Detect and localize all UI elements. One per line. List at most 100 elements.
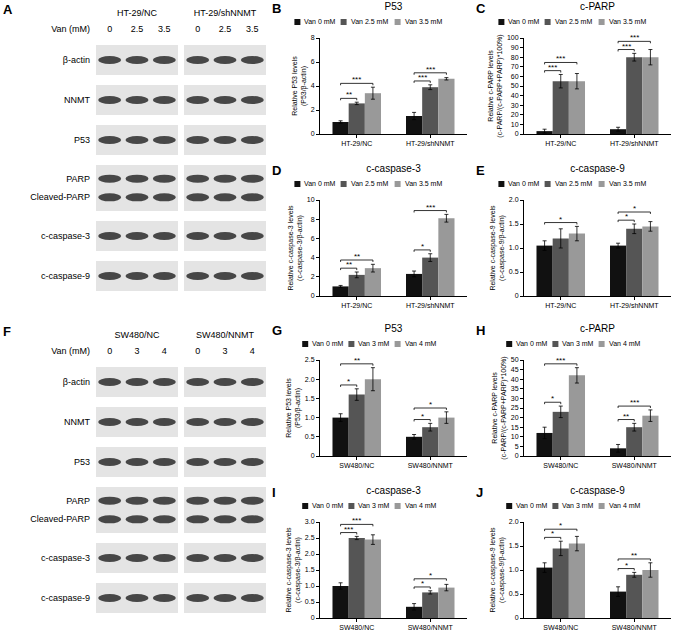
svg-text:2: 2: [311, 273, 315, 280]
svg-text:0: 0: [515, 130, 519, 137]
svg-text:*: *: [559, 215, 562, 224]
svg-text:F: F: [3, 324, 11, 339]
svg-text:10: 10: [511, 121, 519, 128]
svg-text:c-caspase-3: c-caspase-3: [366, 163, 421, 174]
svg-text:β-actin: β-actin: [63, 377, 90, 387]
svg-text:70: 70: [511, 63, 519, 70]
svg-text:Van 2.5 mM: Van 2.5 mM: [555, 180, 592, 187]
svg-text:Relative c-PARP levels(c-PARP/: Relative c-PARP levels(c-PARP/(c-PARP+PA…: [487, 34, 504, 137]
svg-text:*: *: [551, 394, 554, 403]
svg-text:SW480/NC: SW480/NC: [543, 462, 578, 469]
svg-text:5: 5: [515, 443, 519, 450]
svg-text:2.0: 2.0: [305, 376, 315, 383]
svg-text:Relative c-caspase-3 levels(c-: Relative c-caspase-3 levels(c-caspase-3/…: [285, 527, 302, 613]
svg-text:SW480/NNMT: SW480/NNMT: [612, 624, 658, 631]
svg-text:*: *: [551, 529, 554, 538]
svg-text:***: ***: [548, 63, 557, 72]
svg-text:Van 3 mM: Van 3 mM: [358, 502, 390, 509]
svg-text:**: **: [354, 252, 360, 261]
svg-text:0: 0: [515, 614, 519, 621]
svg-text:2.5: 2.5: [305, 356, 315, 363]
svg-text:Van 3.5 mM: Van 3.5 mM: [609, 18, 646, 25]
svg-text:0: 0: [107, 346, 112, 356]
svg-text:HT-29/shNNMT: HT-29/shNNMT: [194, 8, 257, 18]
svg-text:SW480/NC: SW480/NC: [339, 462, 374, 469]
svg-text:100: 100: [507, 34, 519, 41]
svg-text:Relative c-PARP levels(c-PARP/: Relative c-PARP levels(c-PARP/(c-PARP+PA…: [491, 356, 508, 459]
svg-text:3.0: 3.0: [305, 518, 315, 525]
svg-text:*: *: [347, 377, 350, 386]
svg-text:3.5: 3.5: [158, 24, 171, 34]
svg-text:P53: P53: [74, 135, 90, 145]
svg-text:SW480/NC: SW480/NC: [114, 330, 160, 340]
svg-text:***: ***: [622, 42, 631, 51]
svg-text:1.0: 1.0: [305, 582, 315, 589]
svg-text:NNMT: NNMT: [64, 95, 90, 105]
svg-text:***: ***: [630, 398, 639, 407]
svg-text:1.0: 1.0: [509, 566, 519, 573]
svg-text:HT-29/shNNMT: HT-29/shNNMT: [406, 140, 455, 147]
svg-text:SW480/NC: SW480/NC: [339, 624, 374, 631]
svg-text:Van 0 mM: Van 0 mM: [516, 340, 548, 347]
svg-text:40: 40: [511, 92, 519, 99]
svg-text:c-caspase-9: c-caspase-9: [41, 271, 90, 281]
svg-text:HT-29/NC: HT-29/NC: [545, 302, 576, 309]
svg-text:1.0: 1.0: [509, 244, 519, 251]
svg-text:1.5: 1.5: [509, 542, 519, 549]
svg-text:0.5: 0.5: [305, 598, 315, 605]
svg-text:2.0: 2.0: [509, 196, 519, 203]
svg-text:10: 10: [307, 196, 315, 203]
svg-text:Van 3 mM: Van 3 mM: [358, 340, 390, 347]
svg-text:β-actin: β-actin: [63, 55, 90, 65]
svg-text:90: 90: [511, 44, 519, 51]
svg-text:c-PARP: c-PARP: [580, 323, 615, 334]
svg-text:Van 0 mM: Van 0 mM: [304, 180, 336, 187]
svg-text:3.5: 3.5: [246, 24, 259, 34]
svg-text:P53: P53: [385, 1, 403, 12]
svg-text:4: 4: [162, 346, 167, 356]
svg-text:30: 30: [511, 395, 519, 402]
svg-text:0: 0: [515, 292, 519, 299]
svg-text:NNMT: NNMT: [64, 417, 90, 427]
svg-text:3: 3: [222, 346, 227, 356]
svg-text:***: ***: [426, 203, 435, 212]
svg-text:Relative P53 levels(P53/β-acti: Relative P53 levels(P53/β-actin): [291, 56, 308, 116]
svg-text:2.0: 2.0: [509, 518, 519, 525]
svg-text:2: 2: [311, 106, 315, 113]
svg-text:8: 8: [311, 216, 315, 223]
svg-text:c-caspase-9: c-caspase-9: [570, 163, 625, 174]
svg-text:8: 8: [311, 34, 315, 41]
svg-text:HT-29/NC: HT-29/NC: [117, 8, 158, 18]
svg-text:0: 0: [195, 346, 200, 356]
svg-text:HT-29/shNNMT: HT-29/shNNMT: [610, 140, 659, 147]
svg-text:*: *: [421, 579, 424, 588]
svg-text:2.5: 2.5: [305, 534, 315, 541]
svg-text:*: *: [633, 204, 636, 213]
svg-text:Van 4 mM: Van 4 mM: [609, 340, 641, 347]
svg-text:Relative c-caspase-9 levels(c-: Relative c-caspase-9 levels(c-caspase-9/…: [489, 527, 506, 613]
svg-text:*: *: [625, 561, 628, 570]
svg-text:Van 4 mM: Van 4 mM: [405, 502, 437, 509]
svg-text:4: 4: [250, 346, 255, 356]
svg-text:Van 3 mM: Van 3 mM: [562, 340, 594, 347]
svg-text:c-caspase-3: c-caspase-3: [366, 485, 421, 496]
svg-text:SW480/NNMT: SW480/NNMT: [612, 462, 658, 469]
svg-text:SW480/NNMT: SW480/NNMT: [196, 330, 255, 340]
svg-text:Van 2.5 mM: Van 2.5 mM: [555, 18, 592, 25]
svg-text:50: 50: [511, 356, 519, 363]
svg-text:0.5: 0.5: [509, 268, 519, 275]
svg-text:**: **: [354, 356, 360, 365]
svg-text:c-caspase-3: c-caspase-3: [41, 231, 90, 241]
svg-text:35: 35: [511, 385, 519, 392]
svg-text:Van 3.5 mM: Van 3.5 mM: [609, 180, 646, 187]
svg-text:40: 40: [511, 376, 519, 383]
svg-text:Relative c-caspase-3 levels(c-: Relative c-caspase-3 levels(c-caspase-3/…: [287, 205, 304, 291]
svg-text:Cleaved-PARP: Cleaved-PARP: [30, 514, 90, 524]
svg-text:0: 0: [195, 24, 200, 34]
svg-text:SW480/NNMT: SW480/NNMT: [408, 462, 454, 469]
svg-text:0: 0: [311, 452, 315, 459]
svg-text:*: *: [625, 212, 628, 221]
svg-text:SW480/NNMT: SW480/NNMT: [408, 624, 454, 631]
svg-text:80: 80: [511, 54, 519, 61]
svg-text:***: ***: [352, 75, 361, 84]
